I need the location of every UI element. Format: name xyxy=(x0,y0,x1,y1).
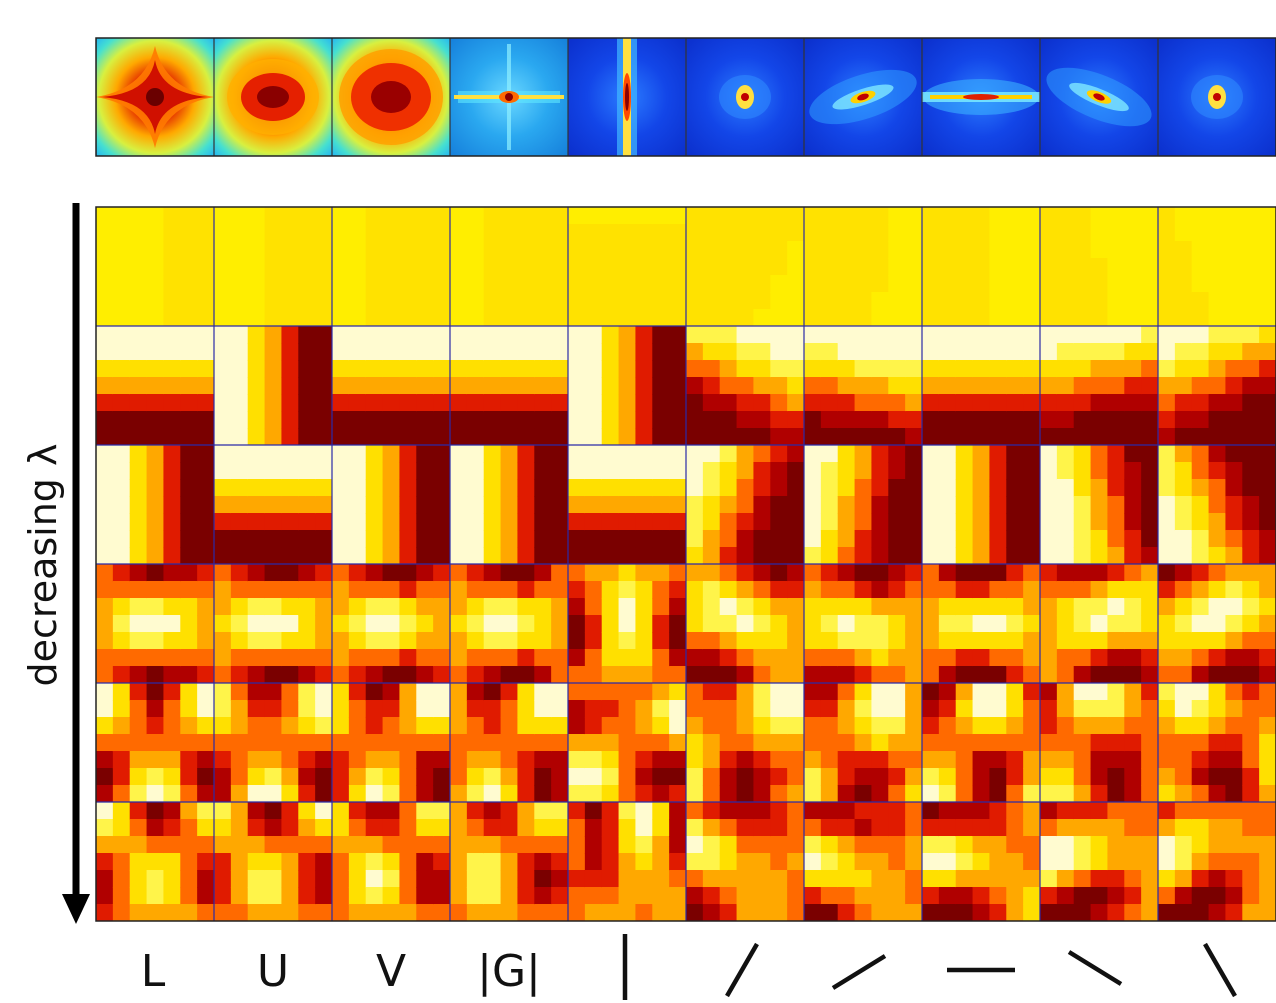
filter-cell xyxy=(804,207,923,327)
spectrum-cell xyxy=(331,38,450,156)
filter-cell xyxy=(568,683,687,803)
filter-cell xyxy=(450,564,569,684)
spectrum-cell xyxy=(213,38,332,156)
filter-cell xyxy=(686,564,805,684)
spectrum-strip xyxy=(96,38,1276,156)
spectrum-cell xyxy=(1039,38,1158,156)
filter-cell xyxy=(1040,564,1159,684)
column-label: U xyxy=(257,946,289,997)
filter-cell xyxy=(568,207,687,327)
spectrum-cell xyxy=(449,38,568,156)
spectrum-cell xyxy=(96,38,214,156)
filter-cell xyxy=(1158,683,1276,803)
filter-cell xyxy=(1040,207,1159,327)
filter-cell xyxy=(686,207,805,327)
filter-cell xyxy=(450,207,569,327)
filter-cell xyxy=(686,683,805,803)
filter-cell xyxy=(1158,802,1276,921)
spectrum-frame xyxy=(95,37,1276,157)
filter-cell xyxy=(804,326,923,446)
filter-cell xyxy=(1040,445,1159,565)
filter-cell xyxy=(450,326,569,446)
filter-cell xyxy=(332,445,451,565)
filter-cell xyxy=(686,326,805,446)
filter-cell xyxy=(450,445,569,565)
filter-cell xyxy=(332,802,451,921)
filter-cell xyxy=(214,445,333,565)
orientation-glyph xyxy=(1067,950,1123,986)
filter-cell xyxy=(332,326,451,446)
orientation-glyph xyxy=(831,954,887,990)
filter-cell xyxy=(804,445,923,565)
filter-cell xyxy=(922,564,1041,684)
column-label: V xyxy=(376,946,406,997)
grid-frame xyxy=(95,206,1276,922)
filter-cell xyxy=(1158,207,1276,327)
filter-cell xyxy=(450,683,569,803)
filter-cell xyxy=(214,802,333,921)
filter-cell xyxy=(922,445,1041,565)
column-label: |G| xyxy=(477,946,541,997)
filter-cell xyxy=(922,207,1041,327)
filter-cell xyxy=(922,802,1041,921)
column-labels: L U V |G| xyxy=(141,934,1237,1000)
filter-cell xyxy=(686,445,805,565)
filter-cell xyxy=(804,802,923,921)
lambda-arrow-head xyxy=(62,894,90,924)
filter-cell xyxy=(922,326,1041,446)
filter-cell xyxy=(922,683,1041,803)
filter-cell xyxy=(96,207,215,327)
filter-cell xyxy=(1158,445,1276,565)
spectrum-cell xyxy=(567,38,686,156)
orientation-glyph xyxy=(1203,942,1237,998)
filter-cell xyxy=(332,564,451,684)
filter-cell xyxy=(804,683,923,803)
filter-cell xyxy=(568,564,687,684)
orientation-glyph xyxy=(725,942,759,998)
filter-cell xyxy=(450,802,569,921)
filter-cell xyxy=(1040,802,1159,921)
filter-cell xyxy=(686,802,805,921)
filter-cell xyxy=(214,207,333,327)
filter-cell xyxy=(96,683,215,803)
filter-cell xyxy=(96,445,215,565)
spectrum-cell xyxy=(1157,38,1276,156)
filter-cell xyxy=(1158,564,1276,684)
filter-cell xyxy=(804,564,923,684)
spectrum-cell xyxy=(803,38,922,156)
filter-cell xyxy=(96,564,215,684)
filter-cell xyxy=(568,802,687,921)
spectrum-cell xyxy=(921,38,1040,156)
filter-cell xyxy=(96,802,215,921)
filter-cell xyxy=(1158,326,1276,446)
filter-cell xyxy=(1040,683,1159,803)
filter-cell xyxy=(568,326,687,446)
filter-cell xyxy=(214,326,333,446)
filter-cell xyxy=(214,683,333,803)
axis-label: decreasing λ xyxy=(21,444,65,687)
filter-grid xyxy=(96,207,1276,921)
column-label: L xyxy=(141,946,166,997)
filter-cell xyxy=(1040,326,1159,446)
filter-cell xyxy=(96,326,215,446)
filter-cell xyxy=(214,564,333,684)
filter-cell xyxy=(332,207,451,327)
filter-cell xyxy=(568,445,687,565)
filter-cell xyxy=(332,683,451,803)
spectrum-cell xyxy=(685,38,804,156)
